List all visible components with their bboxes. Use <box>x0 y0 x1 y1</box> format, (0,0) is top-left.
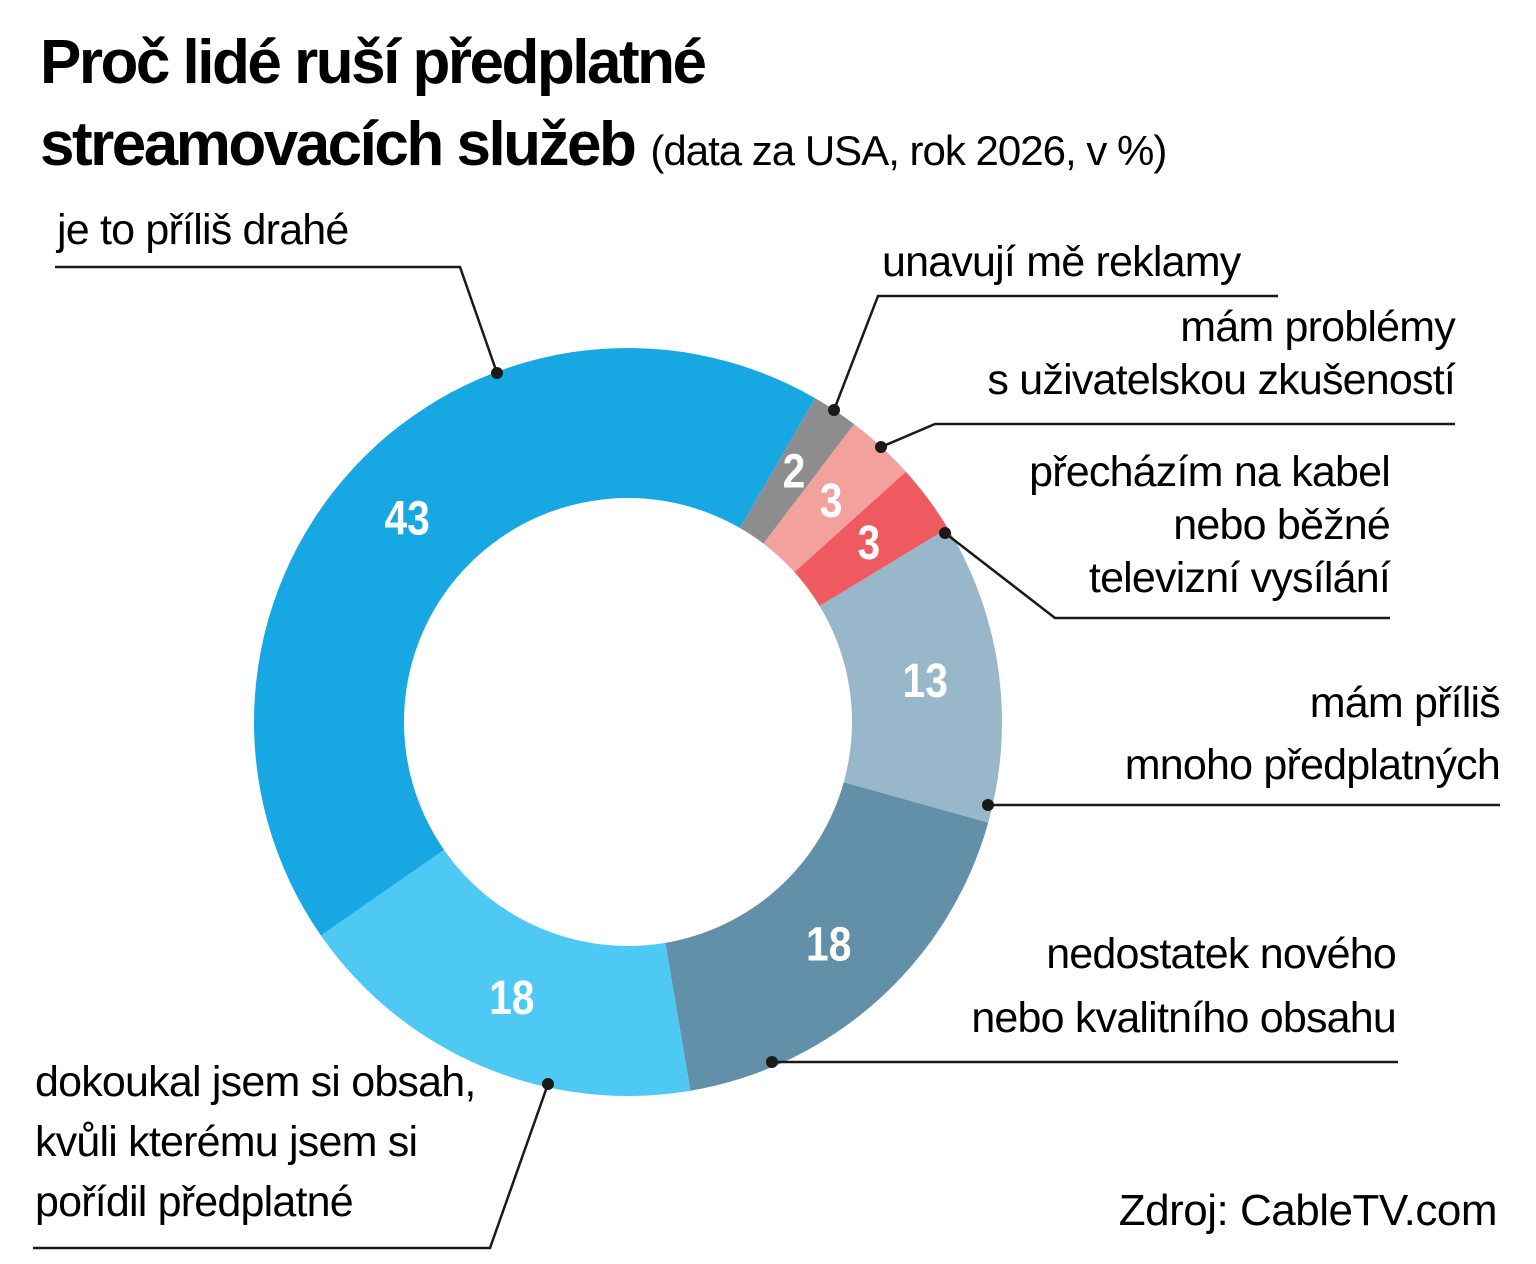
title-subtitle: (data za USA, rok 2026, v %) <box>650 127 1167 174</box>
value-label-expensive: 43 <box>384 493 429 546</box>
slice-finished <box>320 849 691 1096</box>
value-label-cable: 3 <box>858 517 881 570</box>
source-credit: Zdroj: CableTV.com <box>1118 1186 1498 1235</box>
label-too-many-subscriptions: mám příliš mnoho předplatných <box>1124 679 1501 789</box>
connector-dot-toomany <box>982 799 994 811</box>
value-label-ads: 2 <box>783 446 806 499</box>
connector-cable <box>944 532 1390 620</box>
connector-dot-ux <box>875 441 887 453</box>
value-label-finished: 18 <box>489 972 534 1025</box>
label-finished-content: dokoukal jsem si obsah, kvůli kterému js… <box>35 1058 476 1226</box>
slice-toomany <box>819 528 1002 823</box>
label-too-expensive: je to příliš drahé <box>57 206 349 254</box>
value-label-content: 18 <box>806 919 851 972</box>
slice-cable <box>794 471 948 606</box>
value-label-toomany: 13 <box>903 655 948 708</box>
connector-dot-finished <box>542 1078 554 1090</box>
connector-dot-content <box>766 1056 778 1068</box>
slice-expensive <box>254 348 815 936</box>
label-ux-problems: mám problémy s uživatelskou zkušeností <box>987 303 1455 404</box>
slice-ads <box>740 398 855 544</box>
label-lack-of-content: nedostatek nového nebo kvalitního obsahu <box>971 930 1396 1042</box>
slice-ux <box>763 424 906 573</box>
label-ads: unavují mě reklamy <box>882 238 1241 286</box>
slice-content <box>665 782 989 1091</box>
connector-expensive <box>55 265 499 374</box>
page-title: Proč lidé ruší předplatné streamovacích … <box>40 22 1167 186</box>
connector-finished <box>33 1083 550 1250</box>
connector-dot-ads <box>828 404 840 416</box>
value-label-ux: 3 <box>820 475 843 528</box>
title-line-1: Proč lidé ruší předplatné <box>40 28 707 97</box>
connector-ux <box>880 422 1455 449</box>
connector-dot-expensive <box>491 367 503 379</box>
label-switch-to-cable: přecházím na kabel nebo běžné televizní … <box>1029 448 1391 602</box>
connector-ads <box>832 294 1278 411</box>
title-line-2: streamovacích služeb <box>40 110 637 179</box>
connector-dot-cable <box>939 527 951 539</box>
